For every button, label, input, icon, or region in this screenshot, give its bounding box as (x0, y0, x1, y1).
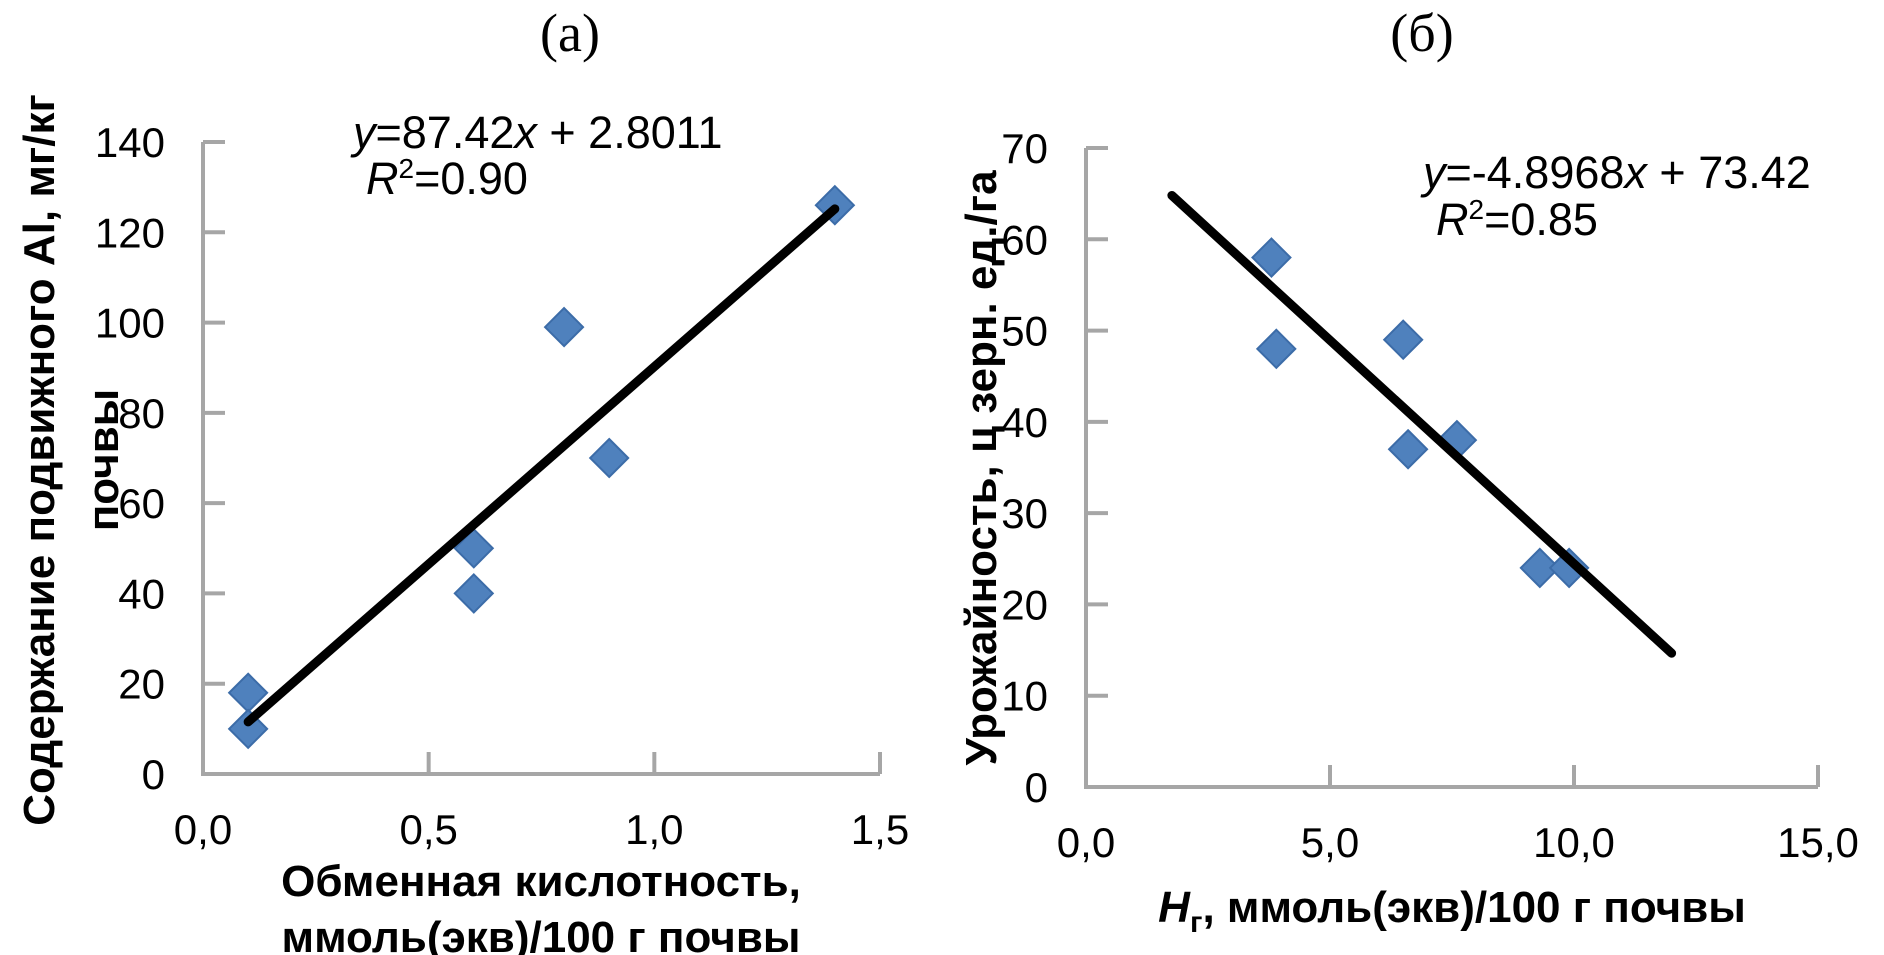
y-axis-title-a-line1: Содержание подвижного Al, мг/кг (15, 94, 64, 826)
y-tick-label-b: 10 (1001, 673, 1048, 720)
y-axis-title-b: Урожайность, ц зерн. ед./га (957, 170, 1006, 766)
equation-a-mid: =87.42 (375, 107, 515, 158)
r2-a-exponent: 2 (398, 153, 415, 184)
x-tick-label-a: 1,5 (851, 806, 909, 853)
x-axis-title-b: Hг, ммоль(экв)/100 г почвы (1158, 883, 1746, 937)
y-tick-label-a: 40 (118, 570, 165, 617)
equation-b-tail: + 73.42 (1646, 147, 1811, 198)
y-tick-label-b: 40 (1001, 399, 1048, 446)
r2-a-value: =0.90 (414, 153, 528, 204)
axis-a (201, 142, 880, 776)
y-tick-label-a: 80 (118, 390, 165, 437)
y-axis-title-a-line2: почвы (79, 388, 128, 532)
equation-b-mid: =-4.8968 (1445, 147, 1625, 198)
equation-a-x: x (514, 107, 537, 158)
x-title-b-units: , ммоль(экв)/100 г почвы (1202, 883, 1746, 932)
y-tick-label-a: 100 (95, 300, 165, 347)
x-tick-label-b: 5,0 (1301, 819, 1359, 866)
y-tick-label-a: 20 (118, 661, 165, 708)
panel-b-title: (б) (1390, 3, 1454, 63)
y-tick-label-b: 30 (1001, 490, 1048, 537)
panel-a-equation: y=87.42x + 2.8011 (353, 106, 722, 160)
r2-b-symbol: R (1436, 194, 1469, 245)
x-axis-title-a-line1: Обменная кислотность, (281, 857, 801, 906)
panel-b-equation: y=-4.8968x + 73.42 (1423, 146, 1811, 200)
data-point-b (1519, 547, 1561, 589)
equation-b-x: x (1624, 147, 1647, 198)
data-point-b (1387, 428, 1429, 470)
panel-a-title: (а) (540, 3, 600, 63)
data-point-b (1251, 237, 1292, 278)
r2-a-symbol: R (366, 153, 399, 204)
x-tick-label-b: 0,0 (1057, 819, 1115, 866)
y-tick-label-a: 140 (95, 119, 165, 166)
y-tick-label-b: 50 (1001, 308, 1048, 355)
trend-line-b (1167, 190, 1677, 658)
r2-b-exponent: 2 (1468, 194, 1485, 225)
panel-a-r-squared: R2=0.90 (366, 152, 528, 206)
y-tick-label-a: 120 (95, 209, 165, 256)
y-tick-label-b: 60 (1001, 216, 1048, 263)
y-tick-label-a: 0 (142, 751, 165, 798)
panel-b-r-squared: R2=0.85 (1436, 193, 1598, 247)
x-tick-label-a: 0,0 (174, 806, 232, 853)
equation-b-y: y (1423, 147, 1446, 198)
data-point-b (1382, 319, 1424, 361)
trend-line-a (243, 204, 840, 727)
y-tick-label-b: 20 (1001, 581, 1048, 628)
data-point-b (1255, 328, 1297, 370)
y-tick-label-b: 0 (1025, 764, 1048, 811)
y-tick-label-b: 70 (1001, 125, 1048, 172)
x-tick-label-b: 15,0 (1777, 819, 1859, 866)
y-tick-label-a: 60 (118, 480, 165, 527)
r2-b-value: =0.85 (1484, 194, 1598, 245)
data-point-b (1548, 547, 1590, 589)
x-tick-label-a: 0,5 (399, 806, 457, 853)
equation-a-y: y (353, 107, 376, 158)
data-point-a (543, 306, 585, 348)
x-tick-label-b: 10,0 (1533, 819, 1615, 866)
equation-a-tail: + 2.8011 (536, 107, 723, 158)
x-title-b-symbol: H (1158, 883, 1190, 932)
x-title-b-subscript: г (1189, 905, 1203, 939)
data-point-a (588, 437, 630, 479)
x-tick-label-a: 1,0 (625, 806, 683, 853)
x-axis-title-a-line2: ммоль(экв)/100 г почвы (281, 913, 801, 955)
data-point-a (453, 573, 495, 614)
